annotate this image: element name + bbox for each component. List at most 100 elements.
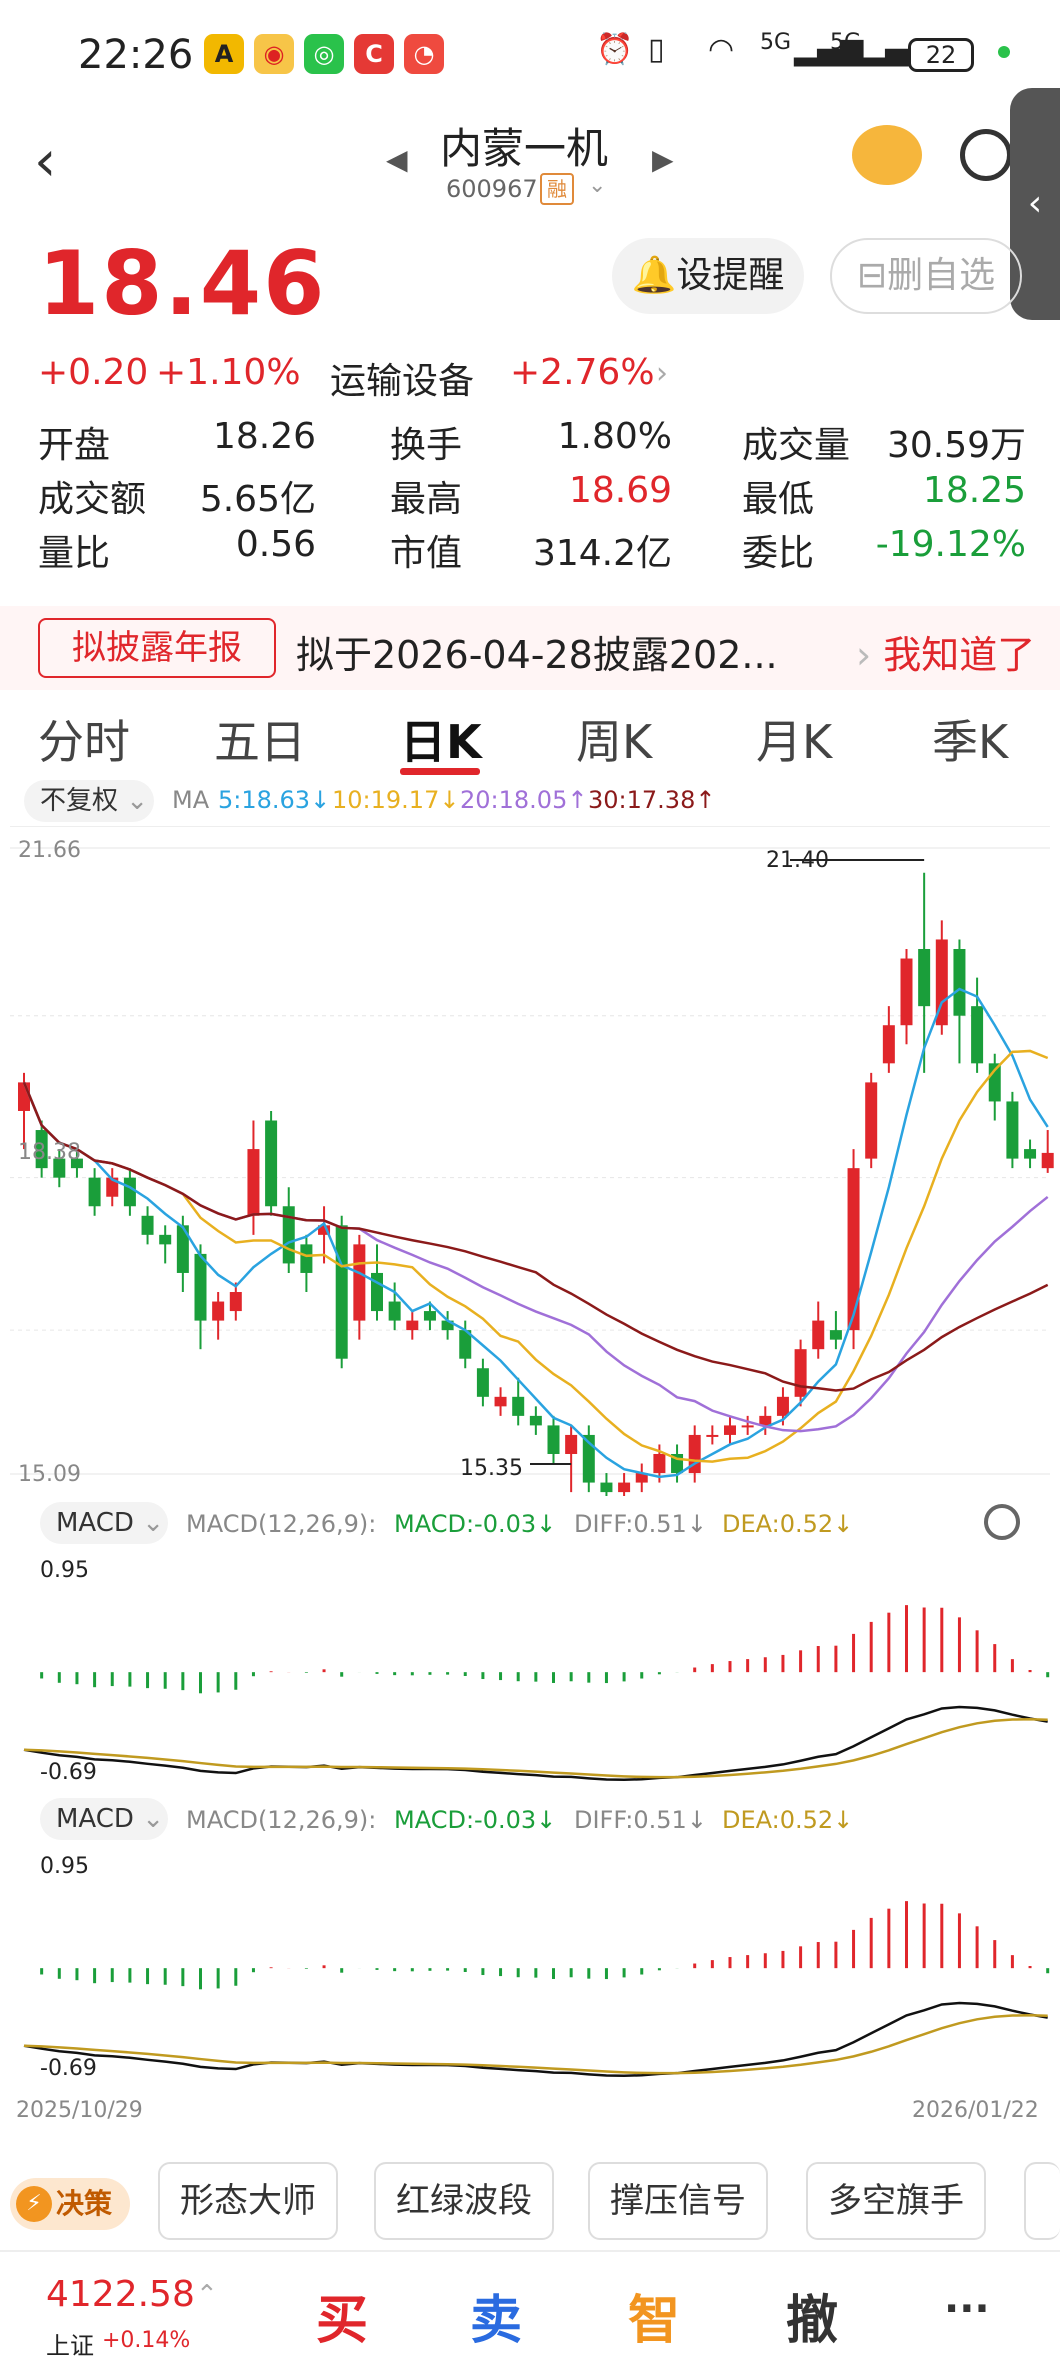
candle-body bbox=[70, 1158, 83, 1169]
dea-value: DEA:0.52↓ bbox=[722, 1510, 854, 1538]
candle-body bbox=[441, 1320, 454, 1331]
macd-params: MACD(12,26,9): bbox=[186, 1510, 377, 1538]
prev-stock-icon[interactable]: ◀ bbox=[386, 143, 408, 176]
candle-body bbox=[176, 1225, 189, 1273]
tab-4[interactable]: 月K bbox=[756, 715, 833, 769]
sell-button[interactable]: 卖 bbox=[470, 2291, 523, 2351]
notice-dismiss-label: 我知道了 bbox=[883, 633, 1036, 677]
candle-body bbox=[565, 1434, 578, 1454]
decision-icon: ⚡ bbox=[16, 2186, 52, 2222]
tool-button-3[interactable]: 多空旗手 bbox=[806, 2162, 986, 2240]
candle-body bbox=[318, 1225, 331, 1235]
next-stock-icon[interactable]: ▶ bbox=[652, 143, 674, 176]
ma10-line bbox=[22, 1049, 1049, 1463]
tool-button-2[interactable]: 撑压信号 bbox=[588, 2162, 768, 2240]
stat-label: 最低 bbox=[742, 479, 815, 520]
chevron-up-icon[interactable]: ⌃ bbox=[196, 2280, 218, 2310]
candle-body bbox=[106, 1177, 119, 1197]
bell-icon: 🔔 bbox=[631, 255, 677, 296]
margin-badge: 融 bbox=[540, 173, 574, 205]
notice-tag: 拟披露年报 bbox=[38, 618, 276, 678]
stat-label: 换手 bbox=[390, 425, 463, 466]
industry-name[interactable]: 运输设备 bbox=[330, 361, 475, 402]
chevron-right-icon[interactable]: › bbox=[656, 356, 668, 391]
candle-body bbox=[353, 1244, 366, 1321]
ma5-value: 5:18.63↓ bbox=[218, 786, 331, 814]
stat-value: 314.2亿 bbox=[532, 533, 672, 574]
candle-body bbox=[265, 1120, 278, 1207]
back-arrow-icon[interactable]: ‹ bbox=[34, 129, 57, 194]
notice-dismiss[interactable]: › 我知道了 bbox=[856, 624, 1035, 679]
candle-body bbox=[476, 1368, 489, 1397]
stock-header: ‹ ◀ 内蒙一机 ▶ 600967 融 ⌄ bbox=[0, 115, 1060, 225]
candle-body bbox=[547, 1425, 560, 1454]
candle-body bbox=[776, 1396, 789, 1416]
tool-button-0[interactable]: 形态大师 bbox=[158, 2162, 338, 2240]
dea-value-2: DEA:0.52↓ bbox=[722, 1806, 854, 1834]
set-alert-button[interactable]: 🔔设提醒 bbox=[612, 238, 804, 314]
candle-body bbox=[53, 1158, 66, 1178]
candle-body bbox=[653, 1453, 666, 1474]
macd-value: MACD:-0.03↓ bbox=[394, 1510, 557, 1538]
candle-body bbox=[829, 1330, 842, 1340]
kline-chart[interactable] bbox=[0, 826, 1060, 1496]
macd-y-top: 0.95 bbox=[40, 1558, 89, 1583]
index-value[interactable]: 4122.58 bbox=[46, 2274, 195, 2315]
stat-value: 18.69 bbox=[568, 470, 672, 511]
settings-gear-icon[interactable] bbox=[984, 1504, 1020, 1540]
candle-body bbox=[529, 1415, 542, 1426]
macd-dropdown-1[interactable]: MACD ⌄ bbox=[40, 1502, 168, 1544]
stat-value: 18.26 bbox=[212, 416, 316, 457]
buy-button[interactable]: 买 bbox=[316, 2291, 369, 2351]
date-end: 2026/01/22 bbox=[912, 2098, 1039, 2123]
tab-0[interactable]: 分时 bbox=[38, 715, 130, 769]
adjust-dropdown[interactable]: 不复权 ⌄ bbox=[24, 780, 154, 822]
status-bar: 22:26 A ◉ ◎ C ◔ ⏰ ▯ ◠ 5G ▂▄▆ 5G ▂▄ 22 bbox=[0, 0, 1060, 115]
candle-body bbox=[724, 1425, 736, 1435]
candle-body bbox=[953, 948, 966, 1016]
macd-chart-2[interactable] bbox=[0, 1842, 1060, 2082]
candle-body bbox=[335, 1225, 348, 1359]
vibrate-icon: ▯ bbox=[648, 32, 665, 67]
notice-banner[interactable]: 拟披露年报 拟于2026-04-28披露202... › 我知道了 bbox=[0, 606, 1060, 690]
industry-change[interactable]: +2.76% bbox=[510, 352, 655, 393]
macd-pill-label: MACD bbox=[56, 1508, 134, 1538]
stat-label: 最高 bbox=[390, 479, 463, 520]
app-notification-icon: A bbox=[204, 34, 244, 74]
candle-body bbox=[918, 948, 931, 1007]
search-icon[interactable] bbox=[960, 129, 1012, 181]
tool-button-more[interactable] bbox=[1024, 2162, 1060, 2240]
diff-line bbox=[23, 1705, 1048, 1781]
tab-2[interactable]: 日K bbox=[400, 715, 482, 769]
tool-button-1[interactable]: 红绿波段 bbox=[374, 2162, 554, 2240]
candle-body bbox=[688, 1434, 701, 1474]
wechat-icon: ◎ bbox=[304, 34, 344, 74]
smart-button[interactable]: 智 bbox=[628, 2291, 681, 2351]
cancel-order-button[interactable]: 撤 bbox=[786, 2291, 839, 2351]
tab-3[interactable]: 周K bbox=[576, 715, 653, 769]
candle-body bbox=[159, 1234, 172, 1245]
macd-pill-label-2: MACD bbox=[56, 1804, 134, 1834]
price-change-pct: +1.10% bbox=[156, 352, 301, 393]
diff-value-2: DIFF:0.51↓ bbox=[574, 1806, 707, 1834]
stat-label: 量比 bbox=[38, 533, 111, 574]
high-label: 21.40 bbox=[766, 848, 829, 873]
chevron-down-icon[interactable]: ⌄ bbox=[588, 173, 607, 198]
stat-value: 5.65亿 bbox=[199, 479, 316, 520]
y-axis-bottom: 15.09 bbox=[18, 1462, 81, 1487]
diff-value: DIFF:0.51↓ bbox=[574, 1510, 707, 1538]
macd-chart-1[interactable] bbox=[0, 1546, 1060, 1786]
macd-dropdown-2[interactable]: MACD ⌄ bbox=[40, 1798, 168, 1840]
y-axis-top: 21.66 bbox=[18, 838, 81, 863]
remove-watchlist-button[interactable]: ⊟删自选 bbox=[830, 238, 1022, 314]
signal-5g-icon: 5G bbox=[760, 30, 792, 55]
adjust-label: 不复权 bbox=[40, 786, 119, 816]
stat-label: 成交量 bbox=[742, 425, 851, 466]
stat-label: 开盘 bbox=[38, 425, 111, 466]
more-button[interactable]: ··· bbox=[944, 2286, 990, 2332]
mascot-icon[interactable] bbox=[852, 125, 922, 185]
candle-body bbox=[35, 1130, 48, 1169]
tab-5[interactable]: 季K bbox=[932, 715, 1009, 769]
tab-1[interactable]: 五日 bbox=[214, 715, 306, 769]
signal-bars-icon: ▂▄▆ bbox=[794, 32, 864, 67]
